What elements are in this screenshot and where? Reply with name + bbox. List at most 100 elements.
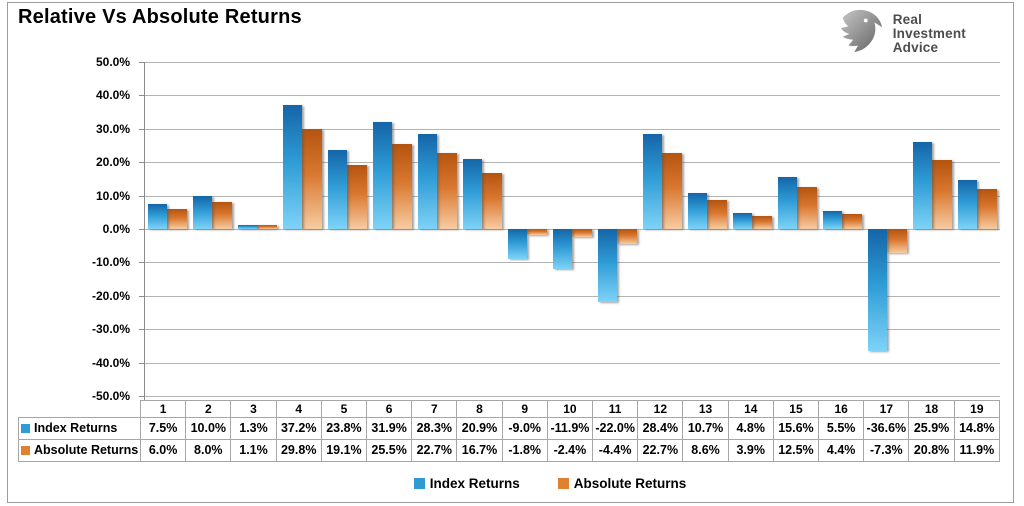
- real-investment-advice-logo: Real Investment Advice: [834, 8, 966, 59]
- category-header-cell: 18: [908, 400, 955, 418]
- bar-absolute-returns-6: [392, 143, 412, 229]
- value-cell: 10.0%: [185, 417, 232, 440]
- y-axis-tick: [139, 329, 145, 331]
- bar-index-returns-9: [507, 229, 527, 260]
- bar-index-returns-5: [327, 149, 347, 229]
- y-axis-tick: [139, 95, 145, 97]
- category-header-cell: 15: [772, 400, 820, 418]
- value-cell: -4.4%: [592, 439, 639, 462]
- bar-absolute-returns-11: [617, 229, 637, 244]
- gridline: [145, 329, 1000, 331]
- value-cell: 14.8%: [953, 417, 1001, 440]
- category-header-cell: 14: [727, 400, 774, 418]
- y-tick-label: 30.0%: [95, 121, 130, 136]
- legend-label: Index Returns: [429, 476, 520, 491]
- value-cell: 11.9%: [953, 439, 1001, 462]
- bar-absolute-returns-9: [527, 229, 547, 235]
- category-header-cell: 17: [863, 400, 910, 418]
- chart-title: Relative Vs Absolute Returns: [18, 6, 302, 28]
- bar-absolute-returns-5: [347, 165, 367, 229]
- bar-absolute-returns-3: [257, 225, 277, 229]
- y-tick-label: -30.0%: [91, 322, 130, 337]
- logo-line-2: Investment: [892, 25, 966, 41]
- bar-index-returns-1: [147, 203, 167, 229]
- legend-item-index-returns: Index Returns: [413, 476, 520, 491]
- value-cell: 4.4%: [818, 439, 865, 462]
- y-axis-labels: 50.0% 40.0% 30.0% 20.0% 10.0% 0.0% -10.0% -20.0…: [0, 55, 134, 403]
- y-tick-label: 10.0%: [95, 188, 130, 203]
- value-cell: -1.8%: [501, 439, 548, 462]
- bar-index-returns-6: [372, 122, 392, 229]
- bar-absolute-returns-16: [842, 214, 862, 229]
- y-axis-tick: [139, 62, 145, 63]
- value-cell: 10.7%: [682, 417, 729, 440]
- category-header-cell: 8: [456, 400, 503, 418]
- value-cell: -36.6%: [863, 417, 910, 440]
- y-axis-tick: [139, 128, 145, 130]
- category-header-cell: 1: [139, 400, 187, 418]
- gridline: [145, 262, 1000, 264]
- y-tick-label: 50.0%: [95, 55, 130, 69]
- gridline: [145, 295, 1000, 297]
- legend-item-absolute-returns: Absolute Returns: [557, 476, 686, 491]
- value-cell: 7.5%: [139, 417, 187, 440]
- bar-absolute-returns-1: [167, 208, 187, 229]
- gridline: [145, 396, 1000, 397]
- y-tick-label: -10.0%: [91, 255, 130, 270]
- table-corner-cell: [19, 401, 141, 418]
- y-tick-label: -50.0%: [91, 389, 130, 403]
- category-header-cell: 16: [818, 400, 865, 418]
- bar-absolute-returns-4: [302, 129, 322, 229]
- category-header-cell: 4: [275, 400, 322, 418]
- value-cell: 8.6%: [682, 439, 729, 462]
- value-cell: -2.4%: [546, 439, 594, 462]
- value-cell: 20.8%: [908, 439, 955, 462]
- gridline: [145, 128, 1000, 130]
- table-row: Index Returns 7.5% 10.0% 1.3% 37.2% 23.8% 31.9…: [18, 417, 1001, 440]
- bar-absolute-returns-15: [797, 187, 817, 229]
- value-cell: 3.9%: [727, 439, 774, 462]
- value-cell: 15.6%: [772, 417, 820, 440]
- table-row: Absolute Returns 6.0% 8.0% 1.1% 29.8% 19.1% 25…: [18, 439, 1001, 462]
- bar-index-returns-11: [597, 229, 617, 303]
- value-cell: 5.5%: [818, 417, 865, 440]
- bar-index-returns-19: [957, 179, 977, 229]
- value-cell: 20.9%: [456, 417, 503, 440]
- value-cell: 28.4%: [637, 417, 684, 440]
- logo-line-1: Real: [892, 11, 923, 27]
- category-header-cell: 19: [953, 400, 1001, 418]
- bar-absolute-returns-2: [212, 202, 232, 229]
- bar-absolute-returns-17: [887, 229, 907, 254]
- y-axis-tick: [139, 162, 145, 164]
- value-cell: -9.0%: [501, 417, 548, 440]
- bar-index-returns-3: [237, 224, 257, 229]
- bar-index-returns-13: [687, 193, 707, 229]
- value-cell: 8.0%: [185, 439, 232, 462]
- value-cell: 19.1%: [320, 439, 368, 462]
- bar-index-returns-12: [642, 134, 662, 229]
- gridline: [145, 162, 1000, 164]
- bar-index-returns-2: [192, 195, 212, 229]
- y-axis-tick: [139, 195, 145, 197]
- y-axis-tick: [139, 396, 145, 397]
- plot-area: [145, 62, 1000, 397]
- value-cell: 37.2%: [275, 417, 322, 440]
- value-cell: 28.3%: [411, 417, 458, 440]
- bar-index-returns-14: [732, 212, 752, 229]
- value-cell: 1.3%: [230, 417, 277, 440]
- value-cell: 29.8%: [275, 439, 322, 462]
- value-cell: 25.5%: [366, 439, 413, 462]
- y-axis-line: [144, 62, 145, 400]
- data-table: 1 2 3 4 5 6 7 8 9 10 11 12 13 14 15 16 17 18 19 Index Retur…: [18, 400, 1001, 462]
- y-tick-label: 40.0%: [95, 88, 130, 103]
- y-tick-label: 20.0%: [95, 155, 130, 170]
- value-cell: 22.7%: [411, 439, 458, 462]
- bar-absolute-returns-7: [437, 153, 457, 229]
- eagle-logo-icon: [834, 8, 886, 59]
- value-cell: 22.7%: [637, 439, 684, 462]
- category-header-cell: 2: [185, 400, 232, 418]
- y-axis-tick: [139, 262, 145, 264]
- y-axis-tick: [139, 362, 145, 364]
- category-header-cell: 13: [682, 400, 729, 418]
- bar-absolute-returns-18: [932, 159, 952, 229]
